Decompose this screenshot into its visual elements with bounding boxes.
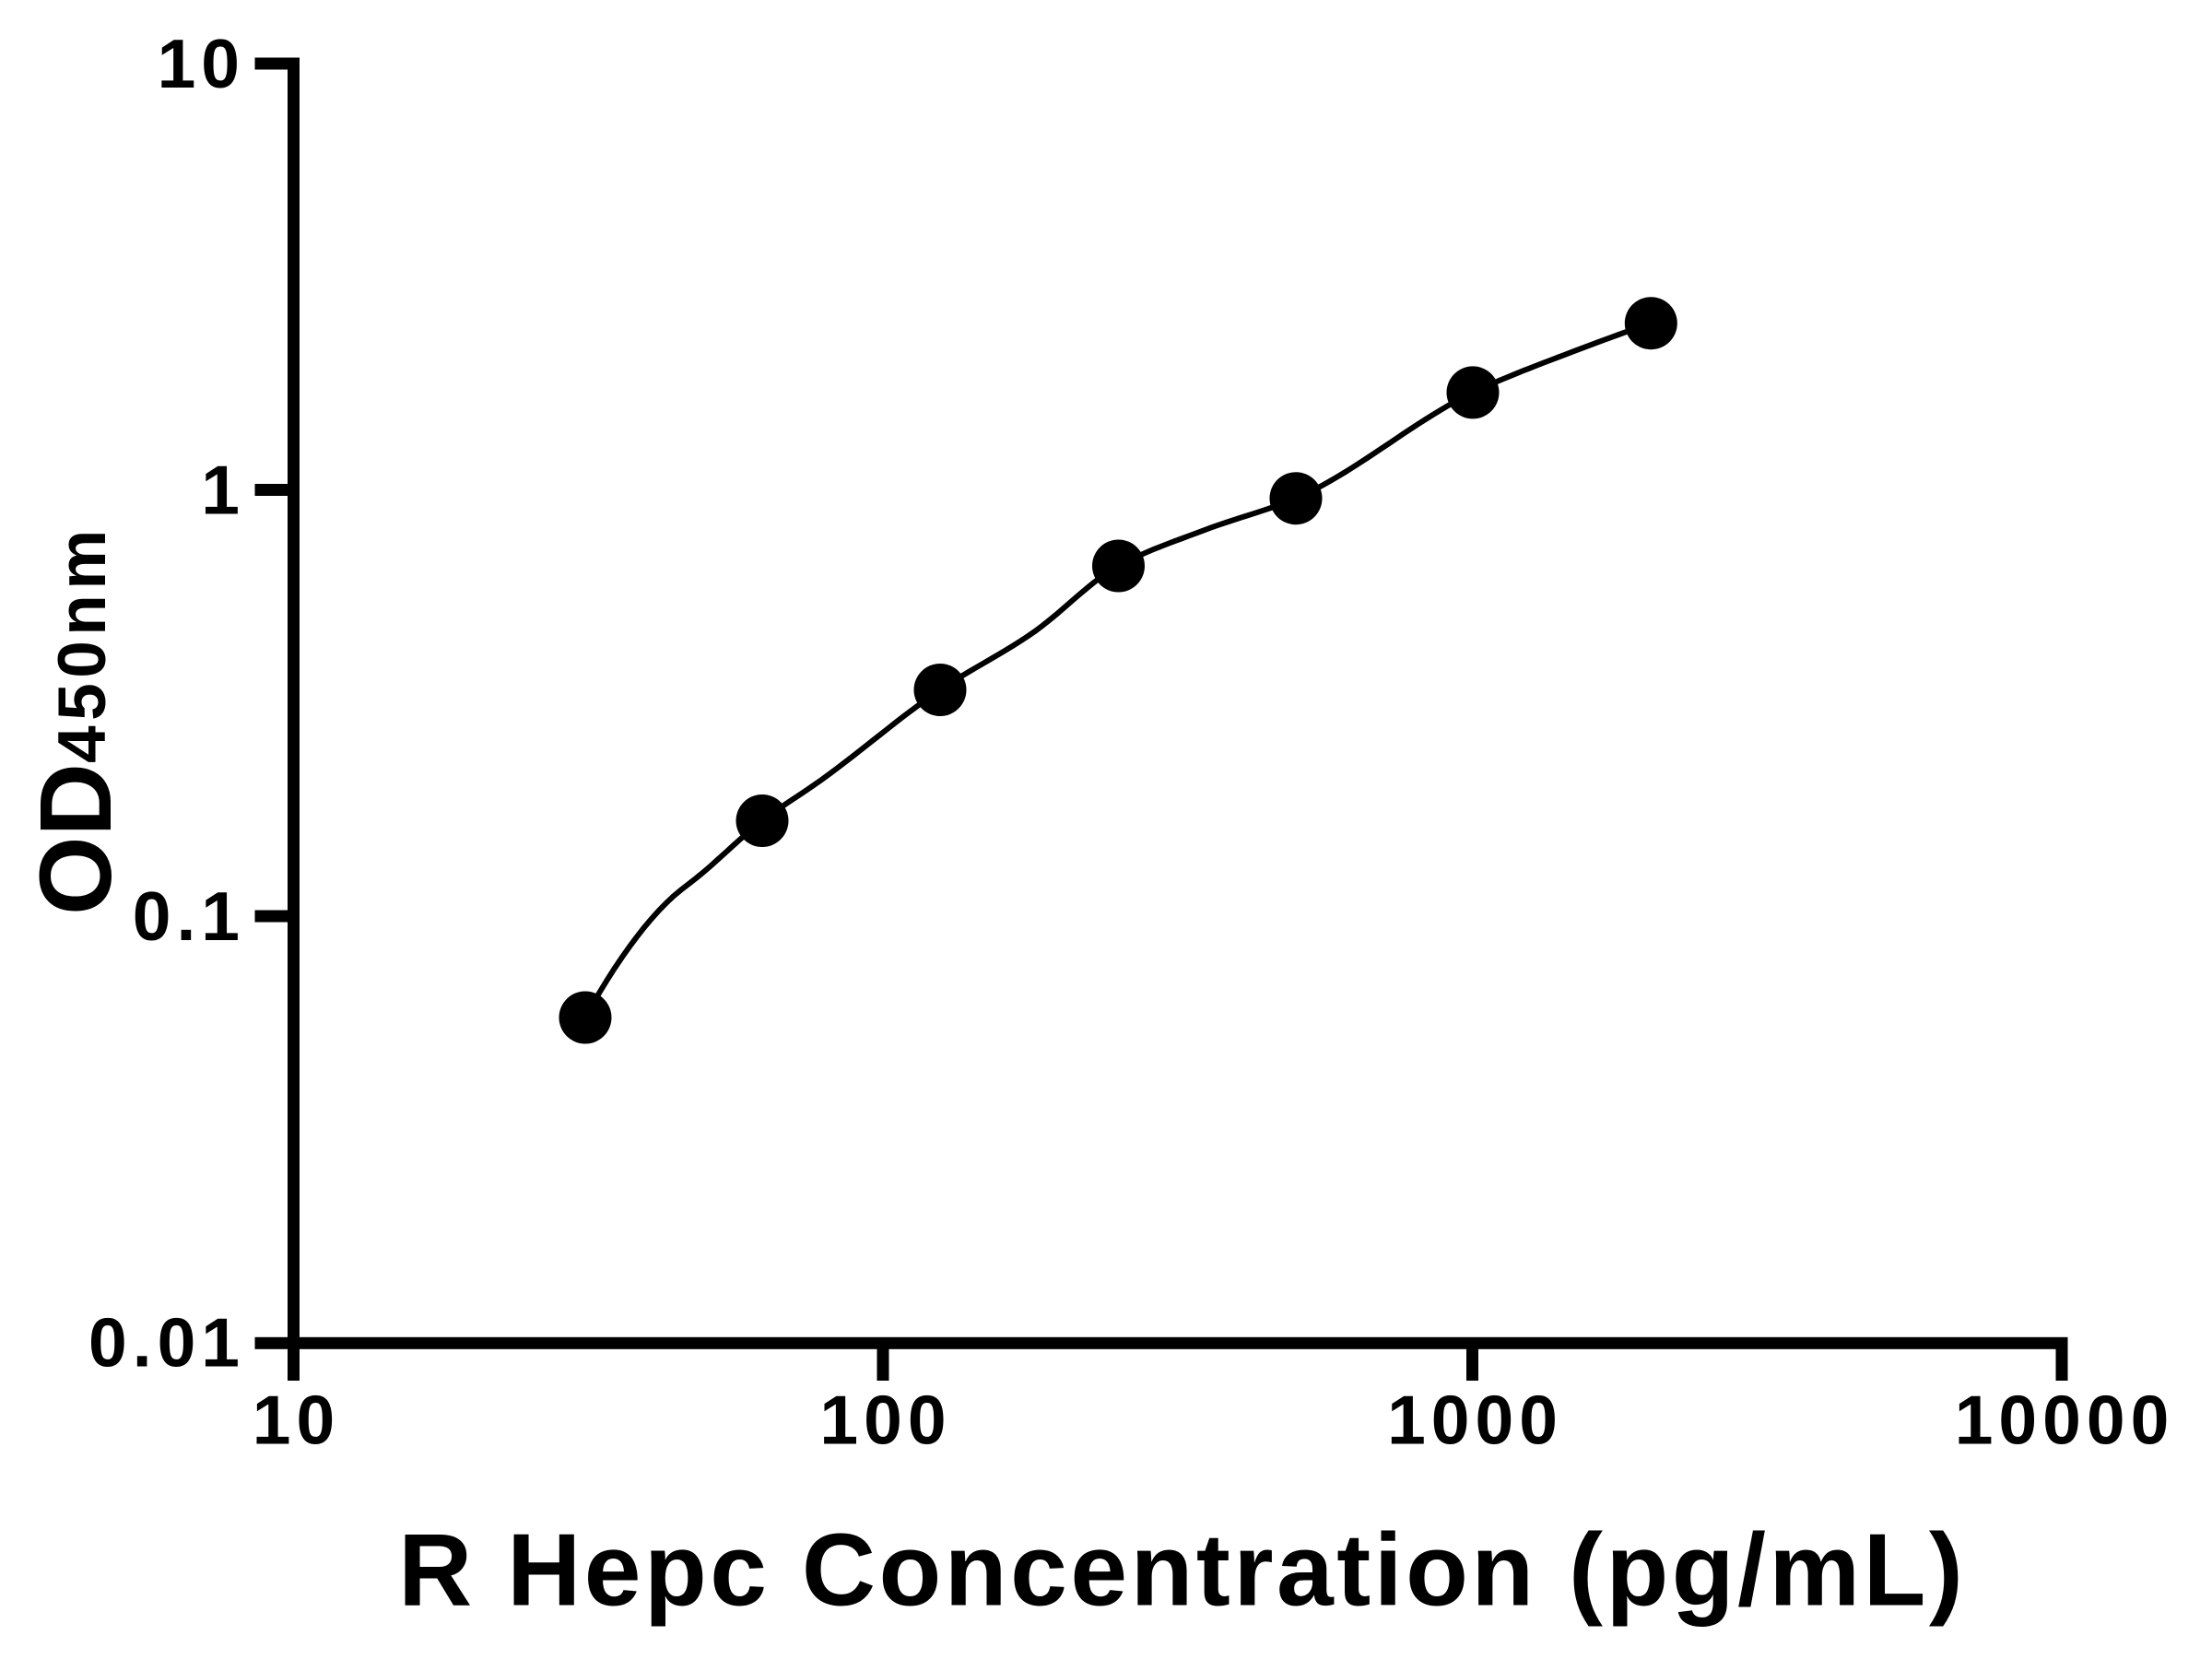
svg-text:0.1: 0.1	[133, 877, 245, 955]
svg-text:10000: 10000	[1955, 1382, 2175, 1459]
svg-text:0.01: 0.01	[88, 1303, 245, 1381]
svg-text:OD450nm: OD450nm	[19, 524, 133, 915]
svg-text:100: 100	[819, 1382, 951, 1459]
svg-text:10: 10	[158, 25, 245, 102]
svg-text:1: 1	[201, 451, 245, 528]
svg-text:10: 10	[253, 1382, 340, 1459]
svg-text:R Hepc Concentration (pg/mL): R Hepc Concentration (pg/mL)	[398, 1513, 1966, 1628]
svg-text:1000: 1000	[1387, 1382, 1563, 1459]
